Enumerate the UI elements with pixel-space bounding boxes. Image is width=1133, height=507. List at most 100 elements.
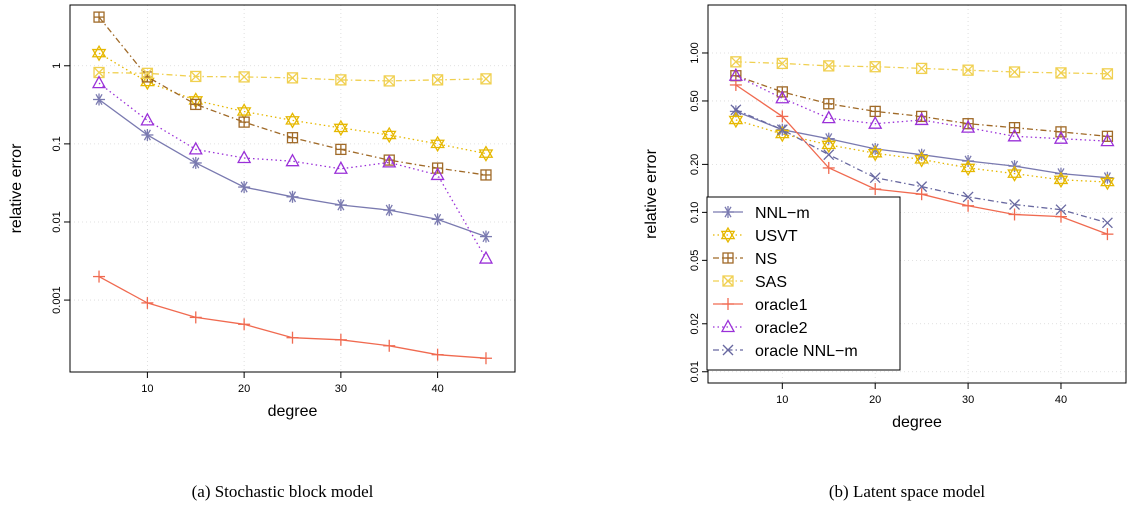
data-point-marker: [91, 44, 107, 62]
data-point-marker: [915, 188, 928, 201]
data-point-marker: [915, 62, 928, 75]
data-point-marker: [915, 148, 928, 161]
series-oracle1: [729, 78, 1114, 241]
data-point-marker: [91, 75, 107, 89]
legend-label: oracle1: [755, 297, 808, 314]
data-point-marker: [1100, 173, 1115, 191]
data-point-marker: [1101, 171, 1114, 184]
legend-label: SAS: [755, 274, 787, 291]
legend-marker: [722, 275, 734, 287]
data-point-marker: [141, 296, 154, 309]
data-point-marker: [285, 112, 300, 129]
legend-label: NS: [755, 251, 777, 268]
data-point-marker: [1101, 228, 1114, 241]
data-point-marker: [480, 73, 492, 85]
y-axis-title: relative error: [8, 143, 25, 233]
y-tick-label: 0.20: [689, 154, 701, 175]
chart-stochastic-block-model: 10 20 30 40 0.001 0.01 0.1 1 degree relative erro…: [8, 4, 516, 501]
data-point-marker: [1054, 210, 1067, 223]
y-tick-label: 1: [51, 63, 63, 69]
data-point-marker: [190, 98, 202, 111]
data-point-marker: [962, 191, 974, 203]
data-point-marker: [821, 110, 836, 124]
data-point-marker: [730, 104, 742, 116]
data-point-marker: [286, 190, 299, 203]
data-point-marker: [869, 172, 881, 184]
data-point-marker: [1101, 130, 1114, 142]
data-point-marker: [383, 75, 395, 87]
data-point-marker: [335, 74, 347, 86]
data-point-marker: [821, 136, 837, 154]
data-point-marker: [430, 167, 445, 181]
data-point-marker: [823, 149, 835, 161]
data-point-marker: [238, 71, 250, 83]
x-tick-label: 40: [1055, 394, 1067, 406]
series-oracle-nnl-m: [730, 104, 1113, 229]
grid: [708, 5, 1126, 383]
data-point-marker: [334, 333, 347, 346]
data-point-marker: [728, 111, 744, 129]
data-point-marker: [1009, 199, 1020, 210]
data-point-marker: [238, 181, 251, 194]
data-point-marker: [238, 318, 251, 331]
data-point-marker: [775, 90, 790, 104]
data-point-marker: [93, 93, 106, 106]
y-tick-label: 0.001: [51, 286, 63, 314]
data-point-marker: [285, 153, 300, 167]
x-axis-title: degree: [268, 403, 318, 420]
legend-label: oracle NNL−m: [755, 343, 858, 360]
caption: (a) Stochastic block model: [192, 482, 374, 501]
series-line: [98, 98, 487, 238]
data-point-marker: [728, 67, 743, 81]
data-point-marker: [730, 56, 742, 68]
data-point-marker: [1053, 130, 1069, 144]
data-point-marker: [1055, 204, 1067, 216]
series-nnl-m: [93, 93, 492, 243]
data-point-marker: [823, 98, 835, 110]
data-point-marker: [869, 105, 881, 118]
data-point-marker: [776, 57, 788, 70]
legend-box: [706, 196, 901, 371]
grid: [70, 5, 515, 372]
data-point-marker: [916, 181, 928, 193]
x-axis-title: degree: [892, 414, 942, 431]
legend: NNL−m USVT NS SAS oracle1 oracle2 oracle NNL−m: [706, 196, 901, 371]
data-point-marker: [822, 161, 835, 174]
data-point-marker: [914, 151, 929, 168]
y-tick-label: 0.05: [689, 250, 701, 271]
data-point-marker: [478, 250, 494, 264]
data-point-marker: [382, 154, 397, 168]
data-point-marker: [93, 270, 106, 283]
y-tick-label: 0.1: [51, 136, 63, 151]
data-point-marker: [869, 61, 881, 73]
data-point-marker: [333, 119, 349, 137]
data-point-marker: [1101, 68, 1114, 80]
x-tick-label: 10: [141, 383, 153, 395]
series-line: [735, 109, 1108, 224]
data-point-marker: [237, 150, 252, 164]
data-point-marker: [140, 112, 155, 126]
legend-label: oracle2: [755, 320, 808, 337]
y-tick-label: 0.01: [689, 361, 701, 382]
x-tick-label: 40: [431, 383, 443, 395]
legend-marker: [720, 226, 736, 244]
plot-area: [69, 4, 516, 373]
legend-marker: [722, 206, 734, 218]
data-point-marker: [776, 124, 788, 136]
y-tick-label: 0.01: [51, 211, 63, 232]
data-point-marker: [430, 135, 445, 153]
data-point-marker: [1053, 171, 1069, 189]
series-line: [735, 75, 1108, 142]
data-point-marker: [867, 144, 883, 162]
data-point-marker: [93, 11, 105, 23]
data-point-marker: [383, 339, 396, 352]
legend-marker: [722, 252, 734, 264]
series-oracle2: [728, 67, 1115, 147]
y-tick-label: 0.50: [689, 90, 701, 111]
data-point-marker: [1008, 66, 1021, 78]
data-point-marker: [286, 331, 299, 344]
chart-latent-space-model: 10 20 30 40 0.01 0.02 0.05 0.10 0.20 0.50 1.00 degr…: [643, 4, 1127, 501]
x-tick-label: 30: [335, 383, 347, 395]
data-point-marker: [478, 145, 494, 162]
data-point-marker: [333, 160, 348, 174]
